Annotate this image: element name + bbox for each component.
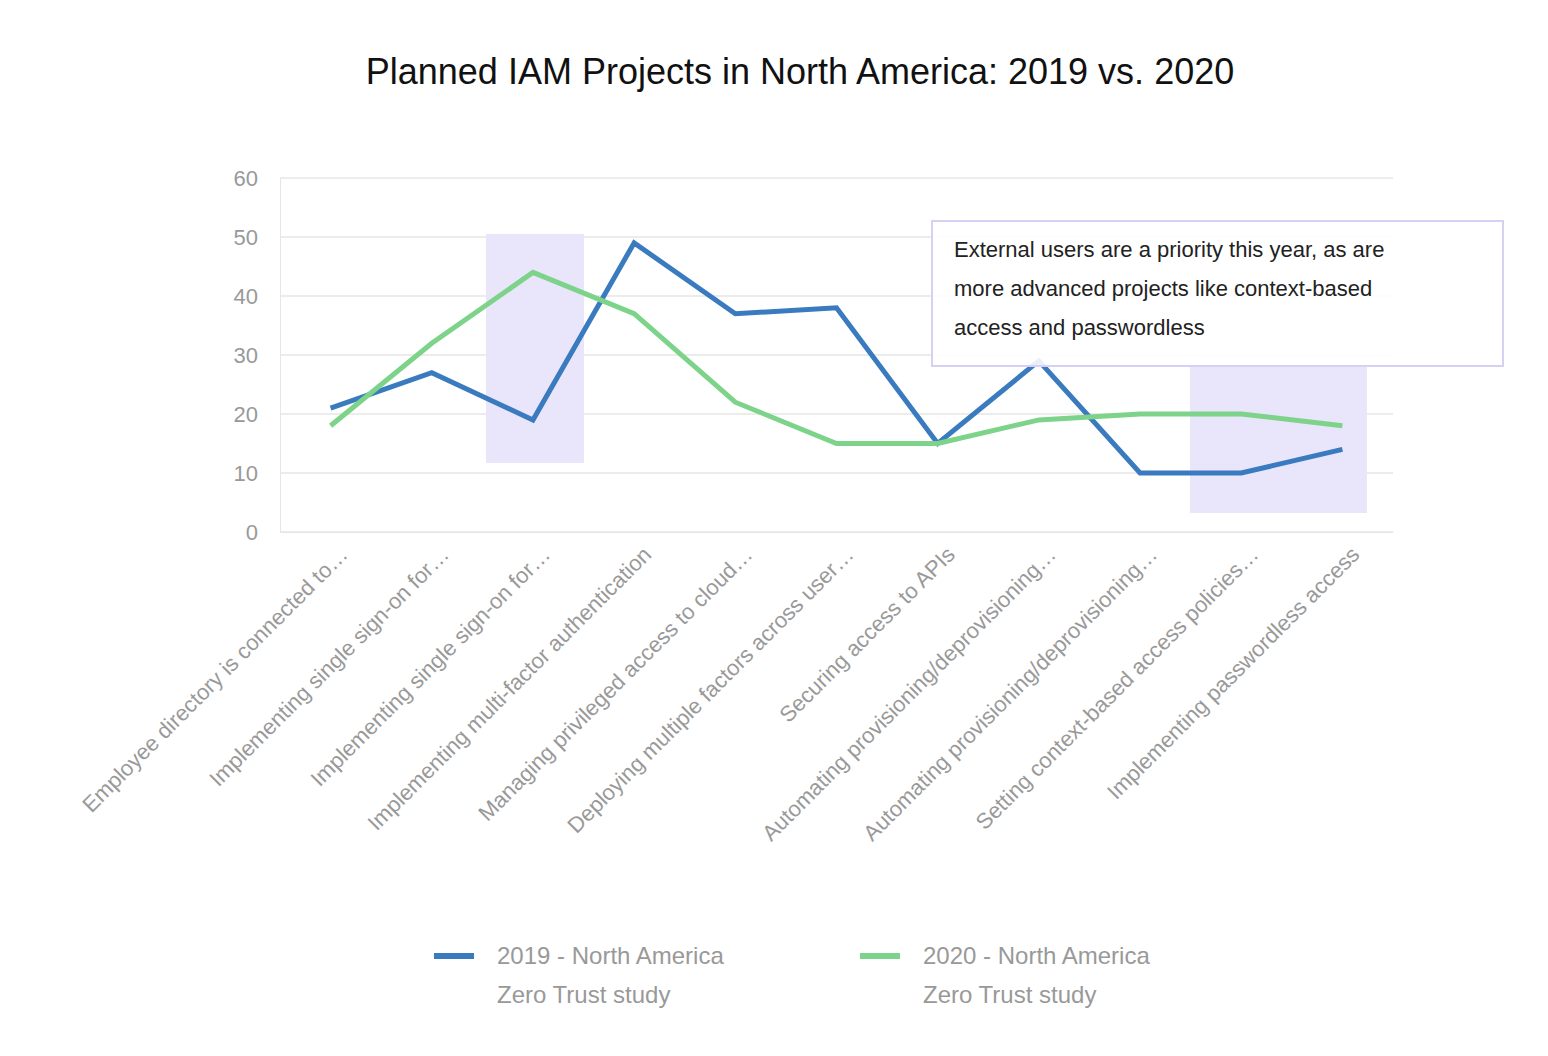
highlight-band bbox=[1190, 365, 1367, 513]
legend-label: 2019 - North America Zero Trust study bbox=[497, 942, 724, 1008]
x-tick: Securing access to APIs bbox=[774, 532, 959, 727]
annotation-text: more advanced projects like context-base… bbox=[954, 276, 1372, 301]
x-tick-label: Securing access to APIs bbox=[774, 542, 959, 727]
legend-label: 2020 - North America Zero Trust study bbox=[923, 942, 1150, 1008]
y-tick-label: 40 bbox=[234, 284, 258, 309]
y-tick-label: 10 bbox=[234, 461, 258, 486]
y-tick: 10 bbox=[234, 461, 280, 486]
legend-item: 2019 - North America Zero Trust study bbox=[434, 942, 724, 1008]
y-tick: 60 bbox=[234, 166, 280, 191]
legend-swatch bbox=[860, 953, 900, 959]
legend-item: 2020 - North America Zero Trust study bbox=[860, 942, 1150, 1008]
chart: Planned IAM Projects in North America: 2… bbox=[0, 0, 1548, 1056]
grid-line bbox=[280, 531, 1393, 533]
legend-label-line: Zero Trust study bbox=[923, 981, 1096, 1008]
y-tick: 50 bbox=[234, 225, 280, 250]
y-tick: 0 bbox=[246, 520, 280, 545]
y-tick: 30 bbox=[234, 343, 280, 368]
annotation-text: access and passwordless bbox=[954, 315, 1205, 340]
legend-label-line: 2020 - North America bbox=[923, 942, 1150, 969]
x-axis: Employee directory is connected to…Imple… bbox=[77, 532, 1393, 846]
legend-label-line: 2019 - North America bbox=[497, 942, 724, 969]
x-axis-line bbox=[281, 532, 1394, 533]
annotation-box bbox=[932, 221, 1503, 366]
y-tick-label: 0 bbox=[246, 520, 258, 545]
y-tick: 40 bbox=[234, 284, 280, 309]
annotation-text: External users are a priority this year,… bbox=[954, 237, 1384, 262]
highlight-band bbox=[486, 234, 584, 463]
legend-swatch bbox=[434, 953, 474, 959]
legend: 2019 - North AmericaZero Trust study2020… bbox=[434, 942, 1150, 1008]
y-tick-label: 60 bbox=[234, 166, 258, 191]
y-axis-line bbox=[280, 179, 281, 533]
y-tick-label: 50 bbox=[234, 225, 258, 250]
title: Planned IAM Projects in North America: 2… bbox=[366, 51, 1234, 92]
y-tick-label: 20 bbox=[234, 402, 258, 427]
x-tick-label: Implementing passwordless access bbox=[1102, 542, 1364, 804]
legend-label-line: Zero Trust study bbox=[497, 981, 670, 1008]
y-tick-label: 30 bbox=[234, 343, 258, 368]
annotation: External users are a priority this year,… bbox=[932, 221, 1503, 366]
y-tick: 20 bbox=[234, 402, 280, 427]
y-axis: 0 10 20 30 40 50 60 bbox=[234, 166, 281, 545]
x-tick: Implementing passwordless access bbox=[1102, 532, 1364, 804]
grid-line bbox=[280, 177, 1393, 179]
